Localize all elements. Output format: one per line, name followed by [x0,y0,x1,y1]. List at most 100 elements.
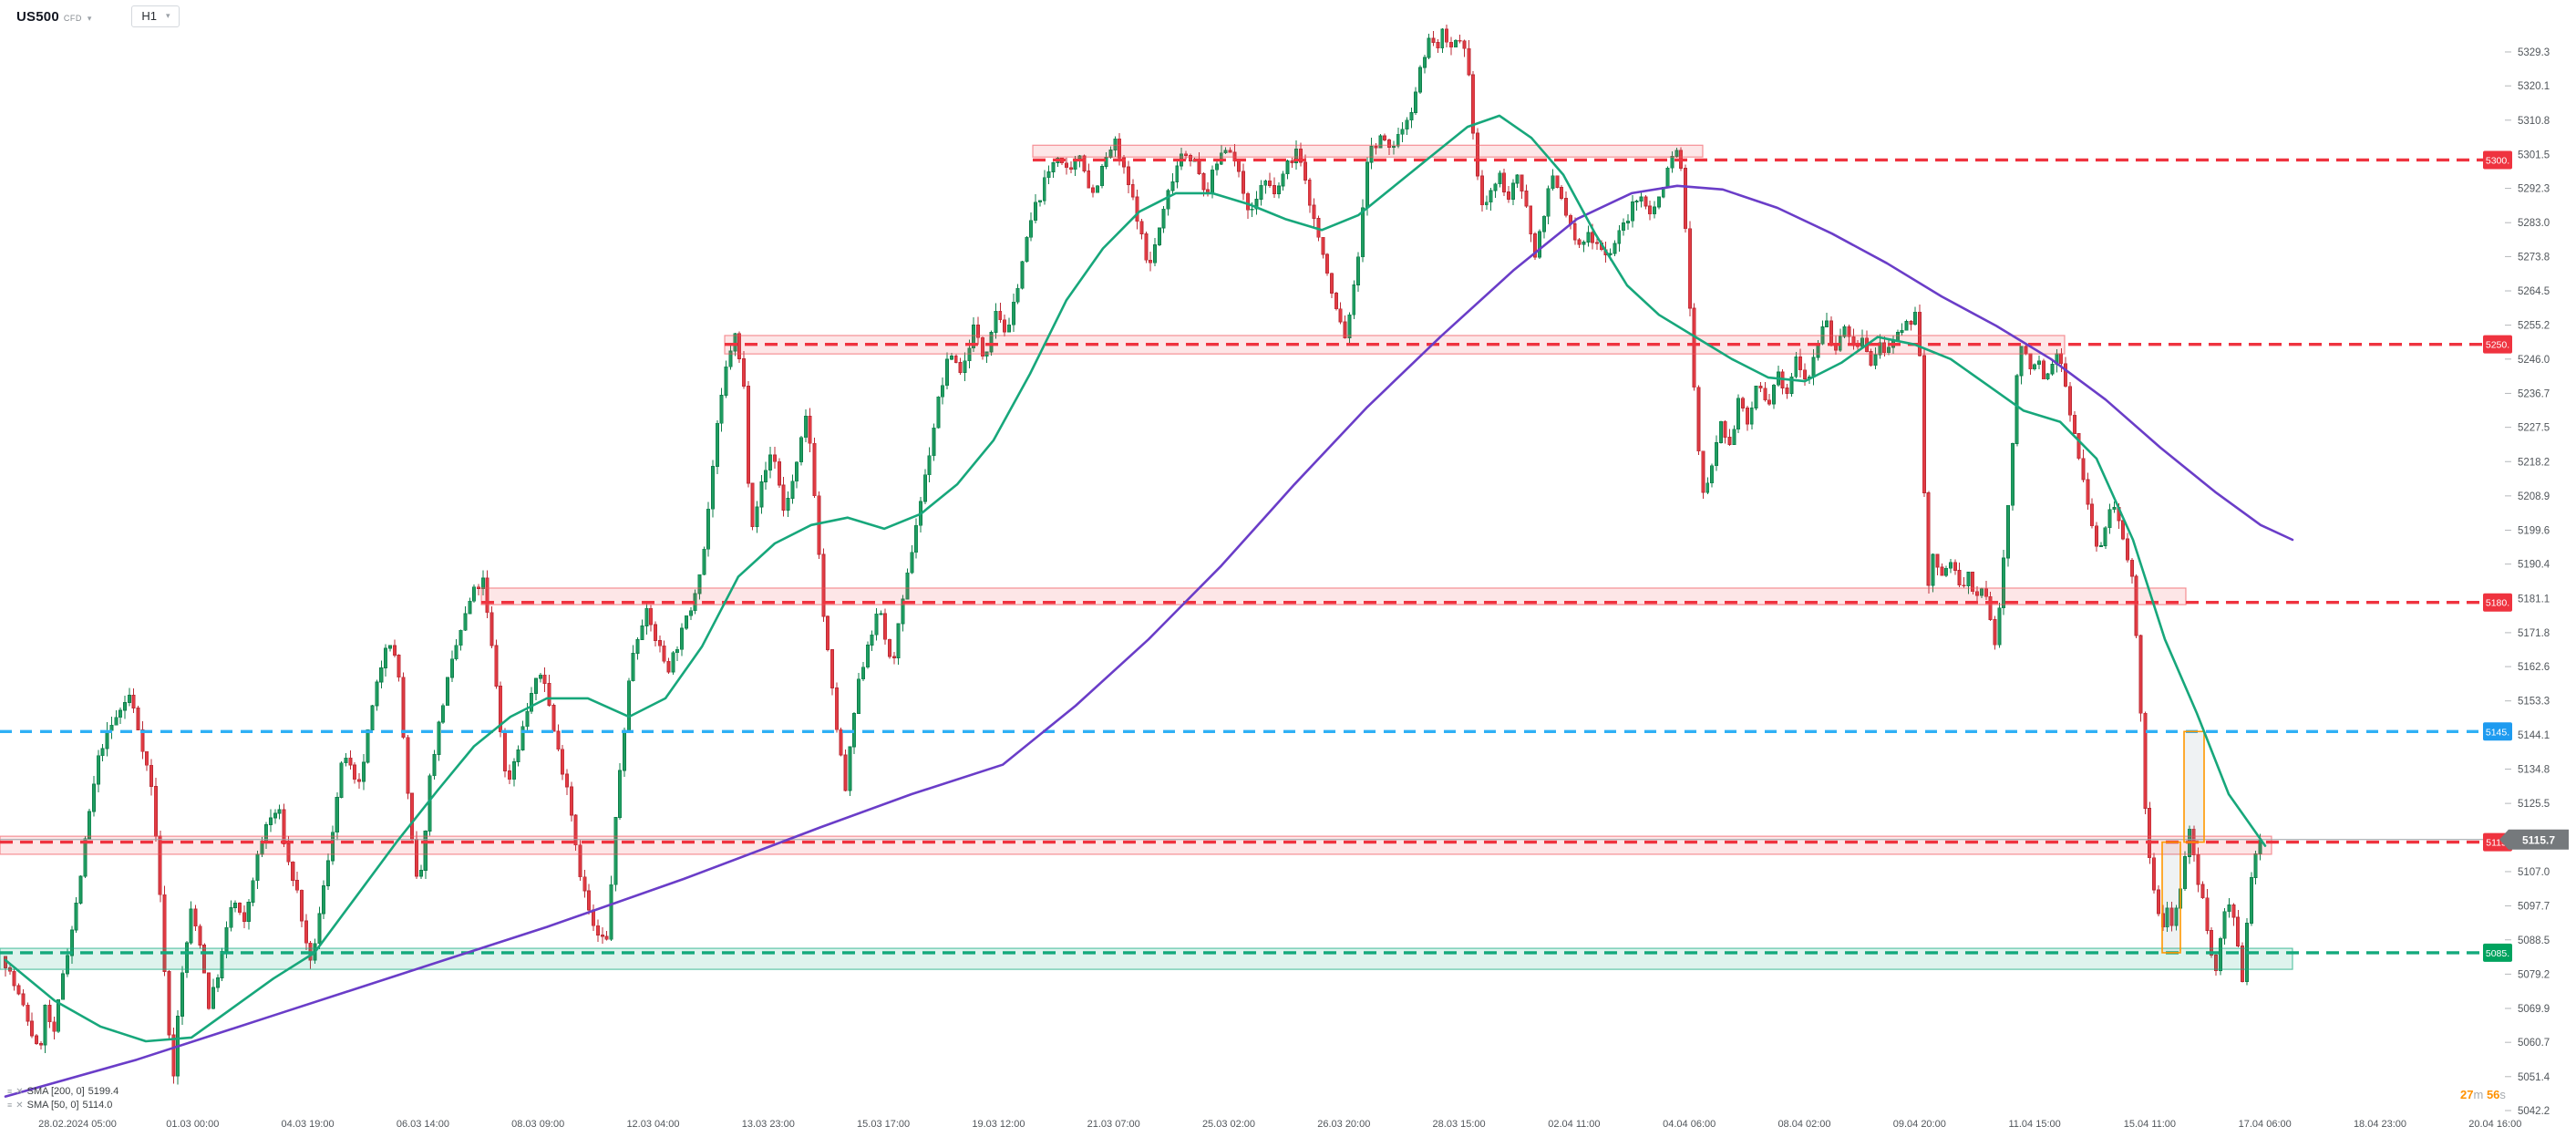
price-tick-label: 5051.4 [2518,1072,2550,1083]
candle-up [180,972,184,1017]
resistance-5115-band[interactable] [0,835,2272,855]
candle-up [963,360,967,373]
candle-up [1281,173,1285,187]
candle-down [1303,161,1307,181]
candle-up [1037,200,1042,203]
candle-up [640,625,644,640]
candle-down [2200,884,2205,899]
candle-down [1993,619,1997,646]
candle-up [441,705,446,723]
indicator-settings-icon[interactable]: ≡ [7,1087,13,1096]
candle-down [1524,191,1529,207]
candle-down [1448,41,1453,48]
orange-box-upper[interactable] [2183,730,2205,843]
candle-up [114,717,118,726]
candle-up [1153,244,1158,264]
time-label: 06.03 14:00 [397,1119,449,1130]
candle-down [2072,414,2076,435]
candle-up [1789,376,1794,394]
indicator-remove-icon[interactable]: ✕ [15,1087,24,1097]
level-badge-5250 [2483,335,2512,354]
candle-up [1369,146,1374,163]
candle-down [1564,198,1569,216]
candle-up [2033,364,2037,370]
candle-up [870,634,874,646]
candle-up [1510,182,1515,200]
candle-down [348,757,353,766]
candle-down [1197,160,1201,174]
candle-up [949,356,953,360]
candle-up [2218,937,2222,972]
indicator-legend: ≡ ✕ SMA [200, 0] 5199.4 ≡ ✕ SMA [50, 0] … [7,1085,118,1112]
candle-down [1502,172,1507,192]
candle-down [1126,166,1130,185]
candle-up [1166,190,1170,210]
price-tick-label: 5060.7 [2518,1038,2550,1049]
candle-up [728,350,733,367]
orange-box-lower[interactable] [2161,841,2181,954]
candle-up [945,358,950,387]
candle-up [936,396,941,429]
candle-up [1493,183,1498,191]
resistance-5180-band[interactable] [480,587,2187,605]
candle-down [397,655,401,678]
candle-down [1325,253,1330,274]
candle-up [874,613,879,636]
candle-up [480,577,485,589]
candle-down [2028,353,2033,370]
legend-row-sma50: ≡ ✕ SMA [50, 0] 5114.0 [7,1099,118,1112]
candle-up [1582,241,1586,245]
candle-down [1684,167,1688,230]
time-axis[interactable]: 28.02.2024 05:00 01.03 00:00 04.03 19:00 06… [38,1119,2521,1130]
candle-up [910,552,914,574]
candle-up [865,645,870,668]
candle-down [153,786,158,837]
candle-up [454,645,459,660]
candle-up [1966,572,1971,587]
candle-down [30,1020,35,1037]
resistance-5300-band[interactable] [1032,144,1704,158]
candle-up [1656,196,1661,208]
time-label: 18.04 23:00 [2354,1119,2406,1130]
candle-up [472,586,477,602]
candle-down [750,482,755,527]
indicator-remove-icon[interactable]: ✕ [15,1101,24,1111]
candle-up [1365,161,1369,209]
candle-down [282,809,286,844]
candle-down [34,1035,38,1044]
candle-down [353,764,357,780]
candle-down [1957,570,1962,586]
price-axis[interactable]: 5329.3 5320.1 5310.8 5301.5 5292.3 5283.0 5273… [2483,47,2569,1117]
time-label: 28.03 15:00 [1433,1119,1486,1130]
candle-down [2213,954,2218,972]
price-tick-label: 5255.2 [2518,321,2550,332]
indicator-label: SMA [200, 0] [26,1086,85,1097]
candle-up [534,677,539,694]
candle-down [1272,185,1276,194]
candle-up [1878,342,1882,356]
candle-down [741,358,746,387]
candle-up [459,629,463,646]
symbol-selector[interactable]: US500 CFD ▾ [16,9,91,25]
candle-down [1909,320,1913,326]
bar-countdown: 27m 56s [2460,1088,2506,1101]
price-tick-label: 5042.2 [2518,1106,2550,1117]
candle-down [1307,180,1312,206]
candle-up [1541,215,1546,233]
candle-down [2090,503,2095,527]
candle-up [78,875,83,904]
candle-down [299,889,304,922]
candle-up [1674,150,1679,157]
candle-down [592,909,596,926]
candle-up [1095,185,1099,193]
candle-down [26,1004,30,1022]
candle-down [843,754,848,791]
indicator-settings-icon[interactable]: ≡ [7,1101,13,1110]
timeframe-dropdown[interactable]: H1 ▾ [131,5,180,27]
candle-up [1170,181,1175,191]
price-tick-label: 5125.5 [2518,799,2550,810]
candle-up [623,729,627,771]
candle-up [764,470,768,482]
candle-down [1299,148,1303,163]
